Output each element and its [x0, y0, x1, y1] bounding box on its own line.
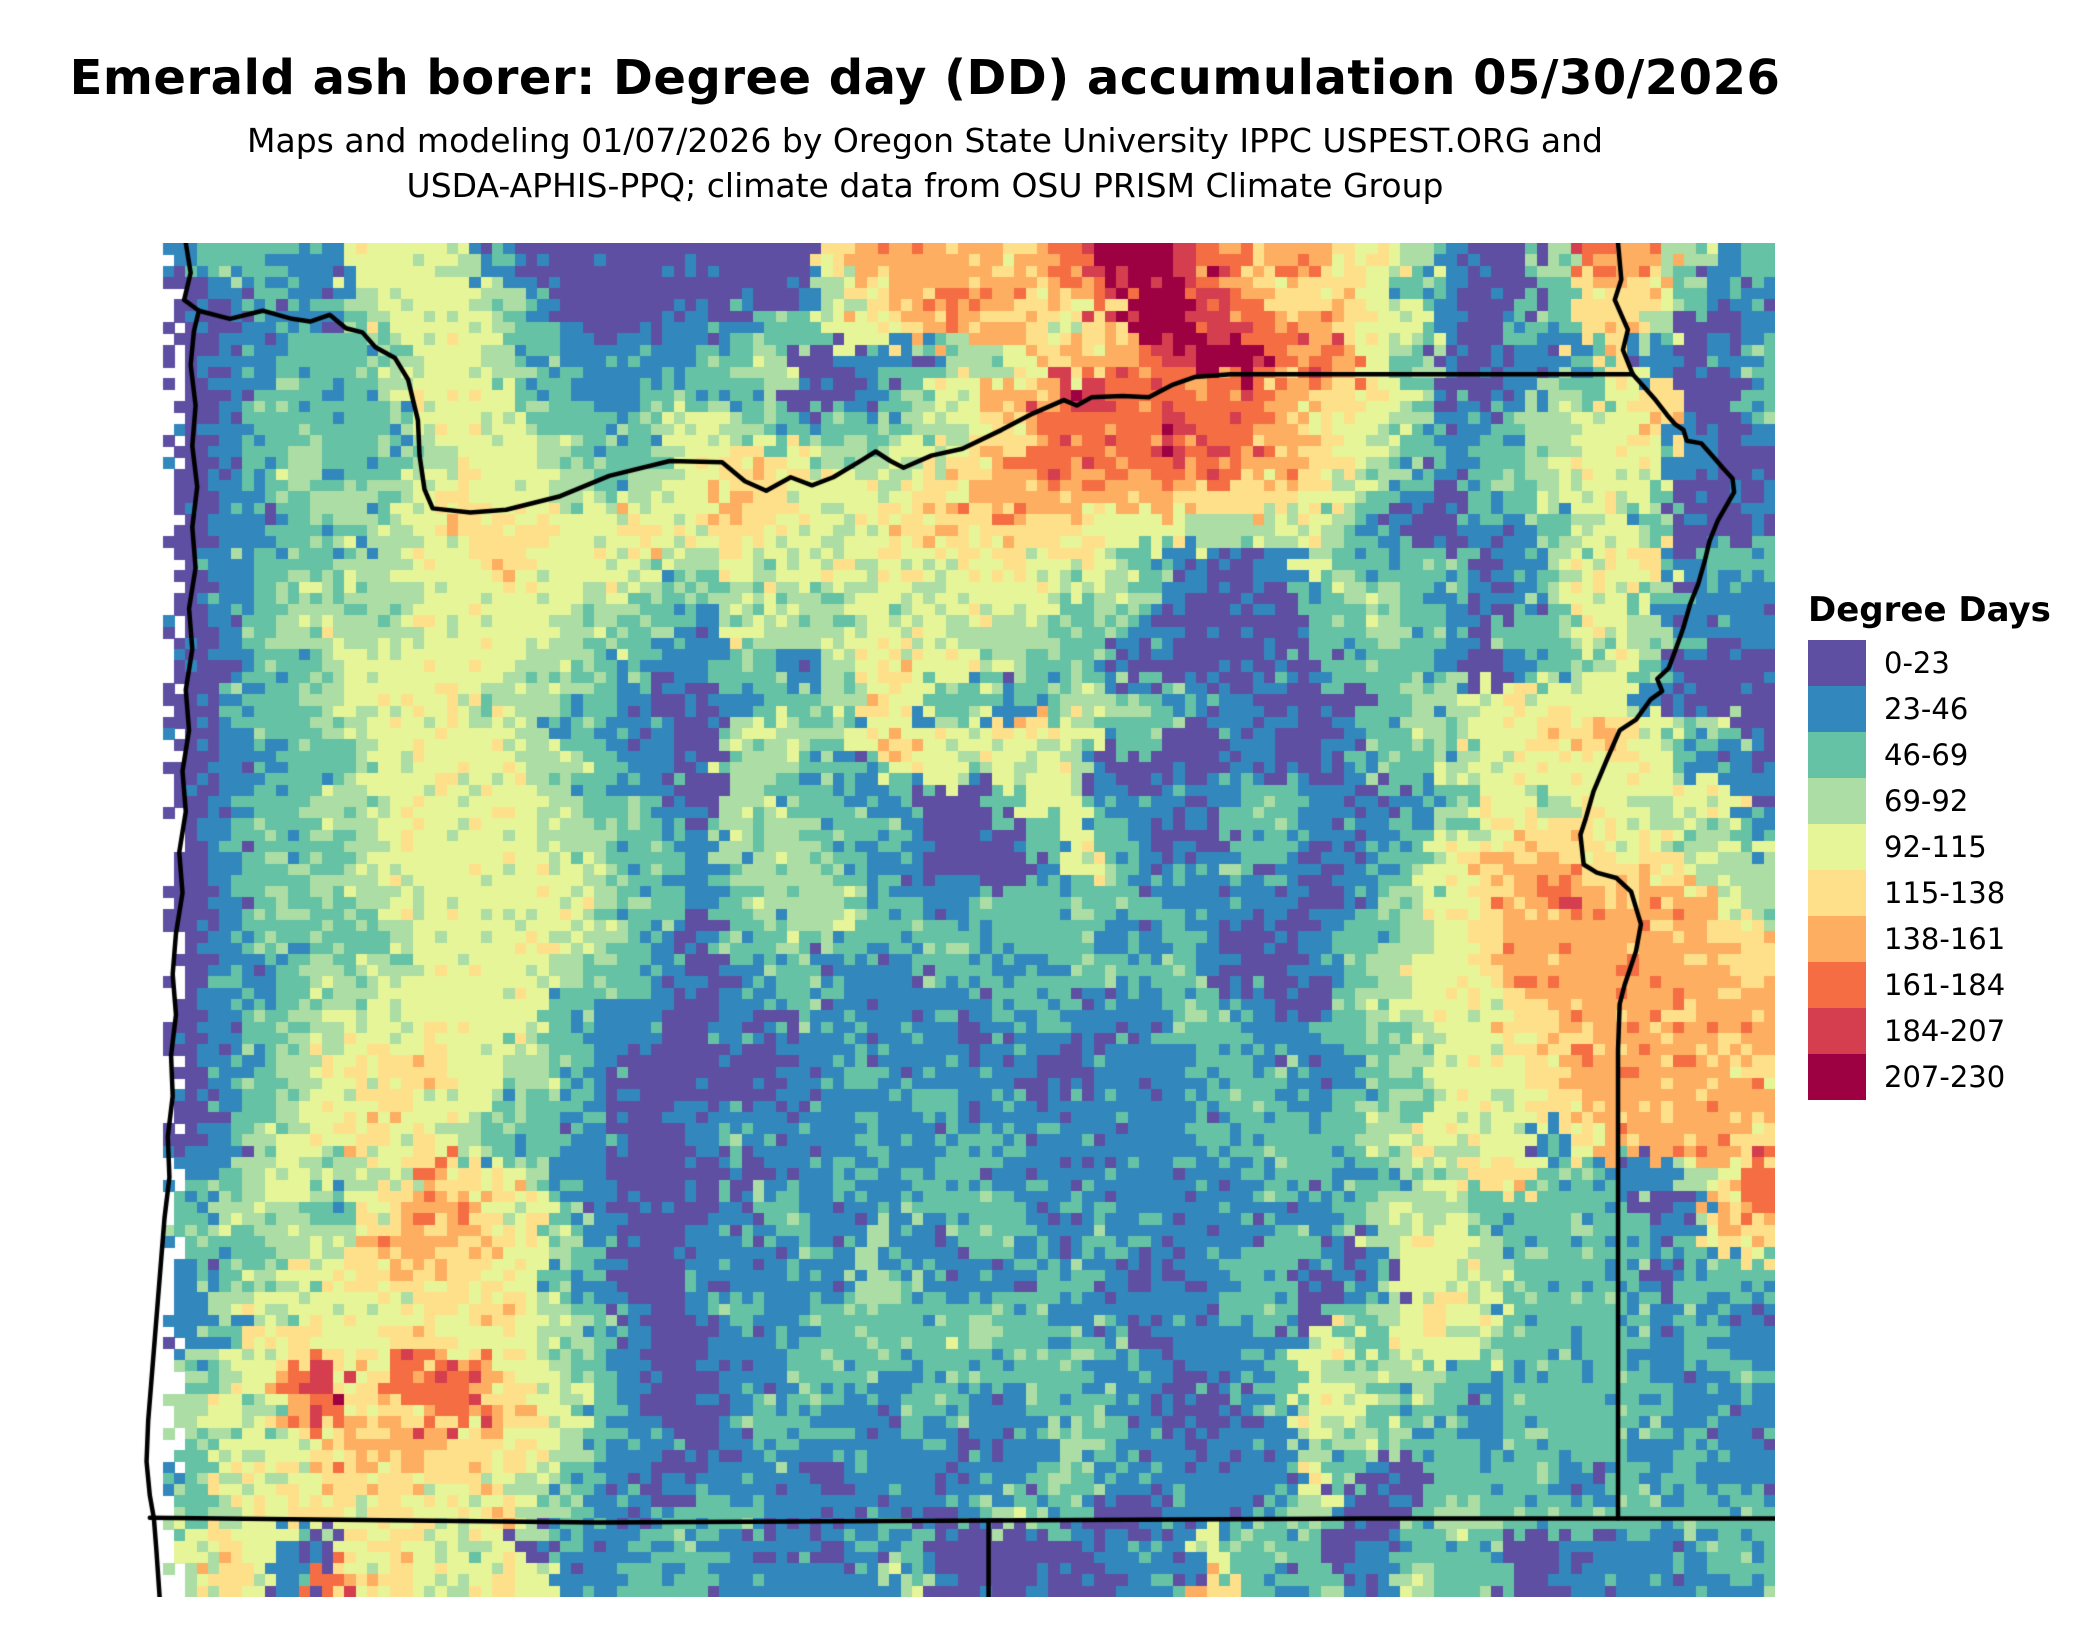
legend-swatch [1808, 1054, 1866, 1100]
legend-swatch [1808, 824, 1866, 870]
header: Emerald ash borer: Degree day (DD) accum… [0, 50, 1850, 208]
legend-swatch [1808, 870, 1866, 916]
map-subtitle-line1: Maps and modeling 01/07/2026 by Oregon S… [247, 121, 1603, 160]
legend-entry: 184-207 [1808, 1008, 2098, 1054]
legend-label: 138-161 [1884, 922, 2006, 956]
legend-label: 184-207 [1884, 1014, 2006, 1048]
legend-entry: 161-184 [1808, 962, 2098, 1008]
legend-entry: 23-46 [1808, 686, 2098, 732]
legend-entry: 69-92 [1808, 778, 2098, 824]
legend-label: 115-138 [1884, 876, 2006, 910]
map-title: Emerald ash borer: Degree day (DD) accum… [69, 50, 1781, 106]
legend-label: 69-92 [1884, 784, 1969, 818]
legend-entry: 115-138 [1808, 870, 2098, 916]
legend-label: 161-184 [1884, 968, 2006, 1002]
legend-entry: 138-161 [1808, 916, 2098, 962]
legend-swatch [1808, 962, 1866, 1008]
map-subtitle-line2: USDA-APHIS-PPQ; climate data from OSU PR… [406, 166, 1444, 205]
legend-swatch [1808, 1008, 1866, 1054]
legend-swatch [1808, 686, 1866, 732]
legend-label: 0-23 [1884, 646, 1950, 680]
legend-label: 46-69 [1884, 738, 1969, 772]
legend-entries: 0-23 23-46 46-69 69-92 92-115 115-138 138-161 1… [1808, 640, 2098, 1100]
degree-day-map [140, 243, 1775, 1597]
legend-label: 207-230 [1884, 1060, 2006, 1094]
legend-swatch [1808, 778, 1866, 824]
legend-title: Degree Days [1808, 590, 2051, 630]
legend-swatch [1808, 640, 1866, 686]
legend-swatch [1808, 916, 1866, 962]
legend-entry: 207-230 [1808, 1054, 2098, 1100]
map-subtitle: Maps and modeling 01/07/2026 by Oregon S… [0, 118, 1850, 208]
legend-label: 92-115 [1884, 830, 1987, 864]
legend-entry: 92-115 [1808, 824, 2098, 870]
legend-entry: 46-69 [1808, 732, 2098, 778]
legend: Degree Days 0-23 23-46 46-69 69-92 92-115 115… [1808, 590, 2098, 1100]
legend-swatch [1808, 732, 1866, 778]
legend-label: 23-46 [1884, 692, 1969, 726]
map-area [140, 243, 1775, 1597]
legend-entry: 0-23 [1808, 640, 2098, 686]
